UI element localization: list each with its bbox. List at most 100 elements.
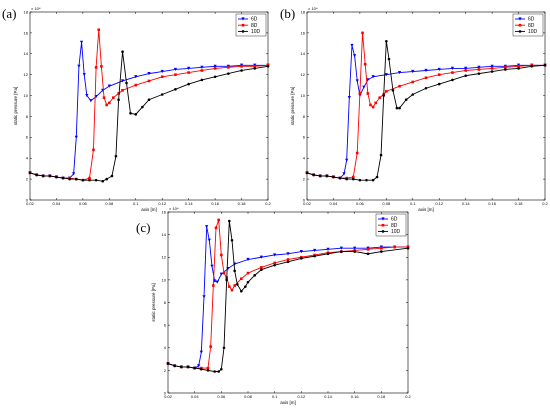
data-point bbox=[89, 99, 93, 103]
data-point bbox=[351, 177, 355, 181]
data-point bbox=[213, 64, 217, 68]
data-point bbox=[385, 90, 388, 93]
x-tick-label: 0.12 bbox=[158, 201, 167, 206]
data-point bbox=[117, 98, 120, 102]
data-point bbox=[259, 255, 263, 259]
x-tick-label: 0.06 bbox=[217, 394, 226, 399]
data-point bbox=[230, 238, 234, 242]
legend-entry: 10D bbox=[251, 29, 261, 35]
data-point bbox=[121, 89, 124, 92]
data-point bbox=[350, 43, 354, 48]
data-point bbox=[240, 277, 243, 281]
data-point bbox=[451, 78, 454, 82]
data-point bbox=[92, 148, 95, 152]
data-point bbox=[81, 178, 85, 182]
data-point bbox=[477, 72, 481, 75]
data-point bbox=[300, 257, 303, 260]
data-point bbox=[202, 295, 206, 299]
data-point bbox=[391, 89, 395, 92]
data-point bbox=[160, 75, 164, 79]
data-point bbox=[365, 178, 368, 182]
data-point bbox=[228, 285, 231, 288]
data-point bbox=[28, 171, 32, 175]
data-point bbox=[477, 68, 481, 71]
x-tick-label: 0.12 bbox=[297, 394, 306, 399]
legend-entry: 6D bbox=[391, 217, 398, 223]
y-tick-label: 2 bbox=[164, 368, 167, 373]
data-point bbox=[79, 40, 84, 44]
data-point bbox=[222, 346, 226, 350]
data-point bbox=[207, 238, 211, 242]
data-point bbox=[464, 69, 467, 72]
data-point bbox=[222, 271, 226, 275]
legend-marker bbox=[241, 30, 245, 33]
data-point bbox=[332, 175, 335, 179]
data-point bbox=[345, 158, 349, 162]
data-point bbox=[100, 65, 103, 68]
y-tick-label: 14 bbox=[24, 51, 29, 56]
data-point bbox=[342, 172, 346, 176]
data-point bbox=[147, 72, 151, 76]
data-point bbox=[286, 258, 290, 261]
data-point bbox=[180, 365, 183, 369]
data-point bbox=[424, 86, 428, 90]
data-point bbox=[379, 153, 383, 157]
data-point bbox=[380, 246, 383, 250]
x-tick-label: 0.04 bbox=[191, 394, 200, 399]
x-tick-label: 0.14 bbox=[185, 201, 194, 206]
data-point bbox=[227, 66, 230, 69]
data-point bbox=[187, 71, 190, 74]
data-point bbox=[340, 250, 343, 253]
data-point bbox=[166, 362, 170, 365]
data-point bbox=[233, 269, 236, 273]
data-point bbox=[404, 98, 408, 102]
data-point bbox=[490, 70, 494, 73]
x-tick-label: 0.2 bbox=[405, 394, 411, 399]
x-tick-label: 0.08 bbox=[244, 394, 253, 399]
plot-frame bbox=[29, 11, 269, 201]
x-tick-label: 0.1 bbox=[272, 394, 278, 399]
data-point bbox=[160, 69, 164, 74]
data-point bbox=[380, 250, 383, 253]
chart-panel-3: (c) 0.02 0.04 0.06 0.08 0.1 0.12 0.14 0.16 0.18 0.… bbox=[136, 206, 412, 405]
data-point bbox=[72, 172, 76, 176]
data-point bbox=[325, 174, 329, 178]
data-point bbox=[206, 366, 210, 370]
data-point bbox=[217, 218, 220, 222]
data-point bbox=[371, 178, 375, 182]
x-tick-label: 0.02 bbox=[26, 201, 35, 206]
data-point bbox=[105, 177, 108, 181]
data-point bbox=[437, 82, 441, 86]
data-point bbox=[199, 350, 203, 354]
data-point bbox=[397, 70, 402, 75]
legend-entry: 6D bbox=[251, 17, 258, 23]
data-point bbox=[406, 246, 410, 250]
data-point bbox=[225, 278, 228, 282]
data-point bbox=[240, 69, 243, 72]
series-10D bbox=[28, 50, 270, 183]
data-point bbox=[398, 106, 401, 110]
data-point bbox=[398, 84, 401, 88]
data-point bbox=[395, 106, 399, 110]
data-point bbox=[437, 67, 441, 72]
data-point bbox=[362, 85, 366, 89]
data-point bbox=[228, 219, 231, 223]
data-point bbox=[424, 68, 428, 73]
data-point bbox=[273, 261, 276, 265]
legend-entry: 10D bbox=[528, 29, 538, 35]
data-point bbox=[61, 176, 65, 180]
x-tick-label: 0.16 bbox=[211, 201, 220, 206]
data-point bbox=[129, 112, 132, 115]
y-tick-label: 12 bbox=[162, 255, 167, 260]
data-point bbox=[85, 93, 89, 98]
data-point bbox=[220, 253, 223, 257]
legend-marker bbox=[381, 230, 385, 233]
data-point bbox=[108, 101, 111, 105]
data-point bbox=[351, 175, 355, 179]
data-point bbox=[353, 54, 357, 58]
y-tick-label: 0 bbox=[26, 197, 29, 202]
data-point bbox=[94, 178, 98, 182]
data-point bbox=[236, 283, 239, 286]
data-point bbox=[318, 174, 322, 178]
